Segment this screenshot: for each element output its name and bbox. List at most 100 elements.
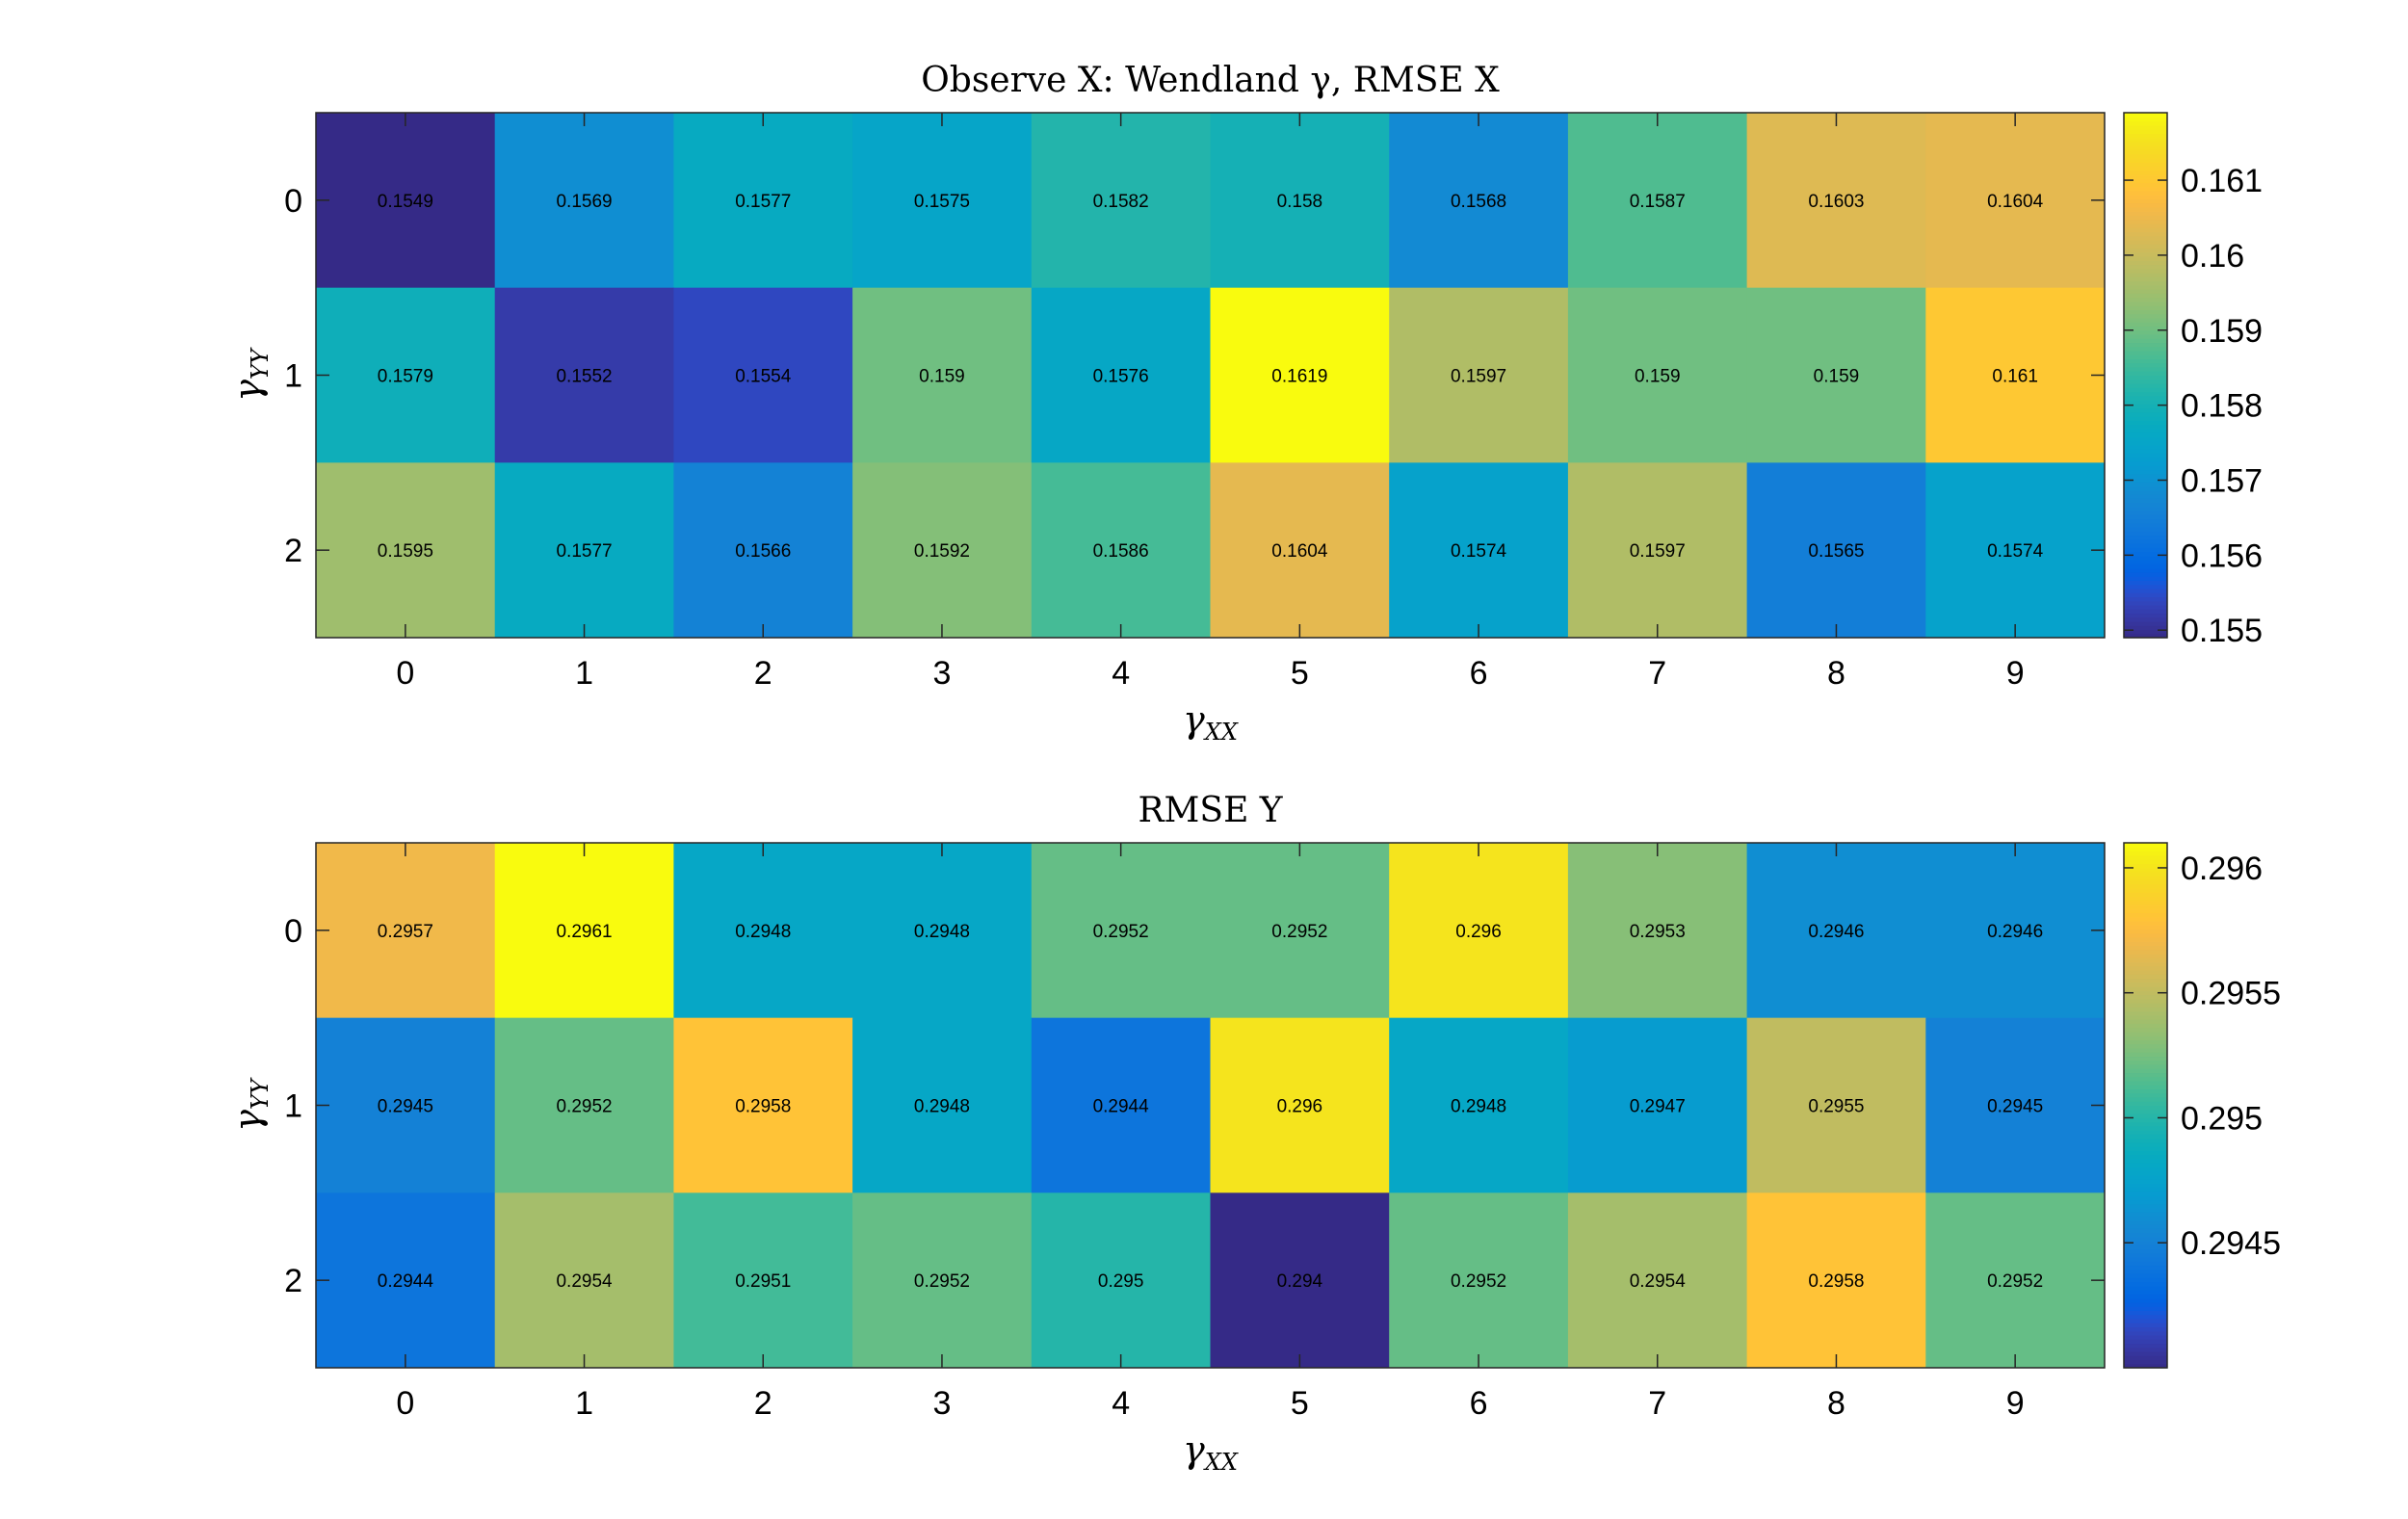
heatmap-cell [316, 1017, 496, 1193]
colorbar-segment [2124, 896, 2167, 902]
colorbar-segment [2124, 166, 2167, 171]
colorbar-segment [2124, 280, 2167, 286]
colorbar-segment [2124, 113, 2167, 118]
cell-value-label: 0.2948 [735, 922, 791, 942]
colorbar-segment [2124, 198, 2167, 204]
x-tick-label: 6 [1470, 655, 1488, 692]
colorbar-segment [2124, 1060, 2167, 1065]
cell-value-label: 0.2954 [556, 1271, 613, 1292]
heatmap-cell [1746, 843, 1926, 1019]
colorbar-segment [2124, 346, 2167, 352]
colorbar-segment [2124, 588, 2167, 593]
cell-value-label: 0.2948 [914, 922, 970, 942]
colorbar-segment [2124, 527, 2167, 532]
colorbar-segment [2124, 301, 2167, 306]
colorbar-segment [2124, 453, 2167, 458]
cell-value-label: 0.2952 [914, 1271, 970, 1292]
colorbar-segment [2124, 1343, 2167, 1349]
colorbar-segment [2124, 178, 2167, 183]
colorbar-segment [2124, 1031, 2167, 1036]
colorbar-segment [2124, 117, 2167, 122]
colorbar-segment [2124, 887, 2167, 893]
colorbar-segment [2124, 1350, 2167, 1356]
colorbar-segment [2124, 982, 2167, 987]
colorbar-segment [2124, 592, 2167, 598]
cell-value-label: 0.2952 [1271, 922, 1327, 942]
colorbar-segment [2124, 974, 2167, 980]
colorbar-segment [2124, 904, 2167, 909]
y-axis: 0 1 2 [284, 183, 2105, 569]
colorbar-segment [2124, 297, 2167, 302]
colorbar-segment [2124, 1003, 2167, 1008]
colorbar-segment [2124, 563, 2167, 569]
colorbar-segment [2124, 1052, 2167, 1058]
colorbar-segment [2124, 137, 2167, 143]
colorbar-segment [2124, 1010, 2167, 1016]
colorbar-segment [2124, 1244, 2167, 1250]
colorbar-segment [2124, 616, 2167, 622]
colorbar-segment [2124, 284, 2167, 290]
colorbar-segment [2124, 190, 2167, 196]
x-axis: 0 1 2 3 4 5 6 7 8 9 [396, 113, 2025, 692]
colorbar-segment [2124, 1241, 2167, 1245]
cell-value-label: 0.1576 [1093, 367, 1149, 387]
colorbar-segment [2124, 1174, 2167, 1180]
heatmap-cell [1567, 287, 1748, 463]
colorbar-segment [2124, 322, 2167, 327]
colorbar-segment [2124, 173, 2167, 179]
cell-value-label: 0.159 [919, 367, 965, 387]
colorbar-segment [2124, 969, 2167, 975]
heatmap-cell [494, 287, 674, 463]
colorbar-segment [2124, 1134, 2167, 1139]
colorbar-tick-label: 0.157 [2181, 463, 2263, 500]
colorbar-segment [2124, 1269, 2167, 1274]
heatmap-cell [316, 287, 496, 463]
x-tick-label: 4 [1112, 655, 1130, 692]
colorbar-segment [2124, 1216, 2167, 1221]
colorbar-segment [2124, 206, 2167, 212]
x-tick-label: 7 [1648, 1385, 1666, 1422]
colorbar-segment [2124, 1199, 2167, 1205]
colorbar-segment [2124, 1158, 2167, 1164]
colorbar-segment [2124, 1101, 2167, 1107]
colorbar-segment [2124, 1035, 2167, 1040]
colorbar-segment [2124, 1195, 2167, 1201]
colorbar-segment [2124, 256, 2167, 261]
colorbar-tick-label: 0.155 [2181, 613, 2263, 649]
colorbar-segment [2124, 1068, 2167, 1074]
colorbar-segment [2124, 333, 2167, 339]
cell-value-label: 0.1604 [1987, 192, 2044, 212]
colorbar-segment [2124, 485, 2167, 491]
heatmap-cell [494, 1017, 674, 1193]
cell-value-label: 0.2944 [1093, 1097, 1150, 1117]
cell-value-label: 0.1595 [378, 541, 433, 562]
colorbar-segment [2124, 571, 2167, 577]
colorbar-segment [2124, 883, 2167, 889]
colorbar-segment [2124, 407, 2167, 413]
colorbar-segment [2124, 892, 2167, 897]
colorbar-segment [2124, 633, 2167, 639]
colorbar-segment [2124, 375, 2167, 380]
colorbar-segment [2124, 567, 2167, 573]
colorbar-segment [2124, 576, 2167, 581]
colorbar-segment [2124, 511, 2167, 515]
colorbar-segment [2124, 596, 2167, 602]
colorbar-segment [2124, 473, 2167, 479]
cell-value-label: 0.1554 [735, 367, 792, 387]
colorbar: 0.155 0.156 0.157 0.158 0.159 0.16 0.161 [2123, 112, 2263, 649]
colorbar-segment [2124, 305, 2167, 310]
x-tick-label: 0 [396, 655, 414, 692]
heatmap-cell [1925, 113, 2106, 289]
heatmap-cell [316, 843, 496, 1019]
colorbar-segment [2124, 851, 2167, 856]
colorbar-segment [2124, 863, 2167, 869]
colorbar-segment [2124, 1257, 2167, 1262]
x-tick-label: 2 [754, 1385, 772, 1422]
y-tick-label: 0 [284, 913, 302, 950]
heatmap-panel-rmse-x: Observe X: Wendland γ, RMSE X 0.1549 0.156… [226, 61, 2263, 746]
heatmap-cell [1746, 113, 1926, 289]
colorbar-segment [2124, 1007, 2167, 1012]
colorbar-segment [2124, 998, 2167, 1004]
heatmap-cell [852, 113, 1033, 289]
colorbar-segment [2124, 854, 2167, 860]
